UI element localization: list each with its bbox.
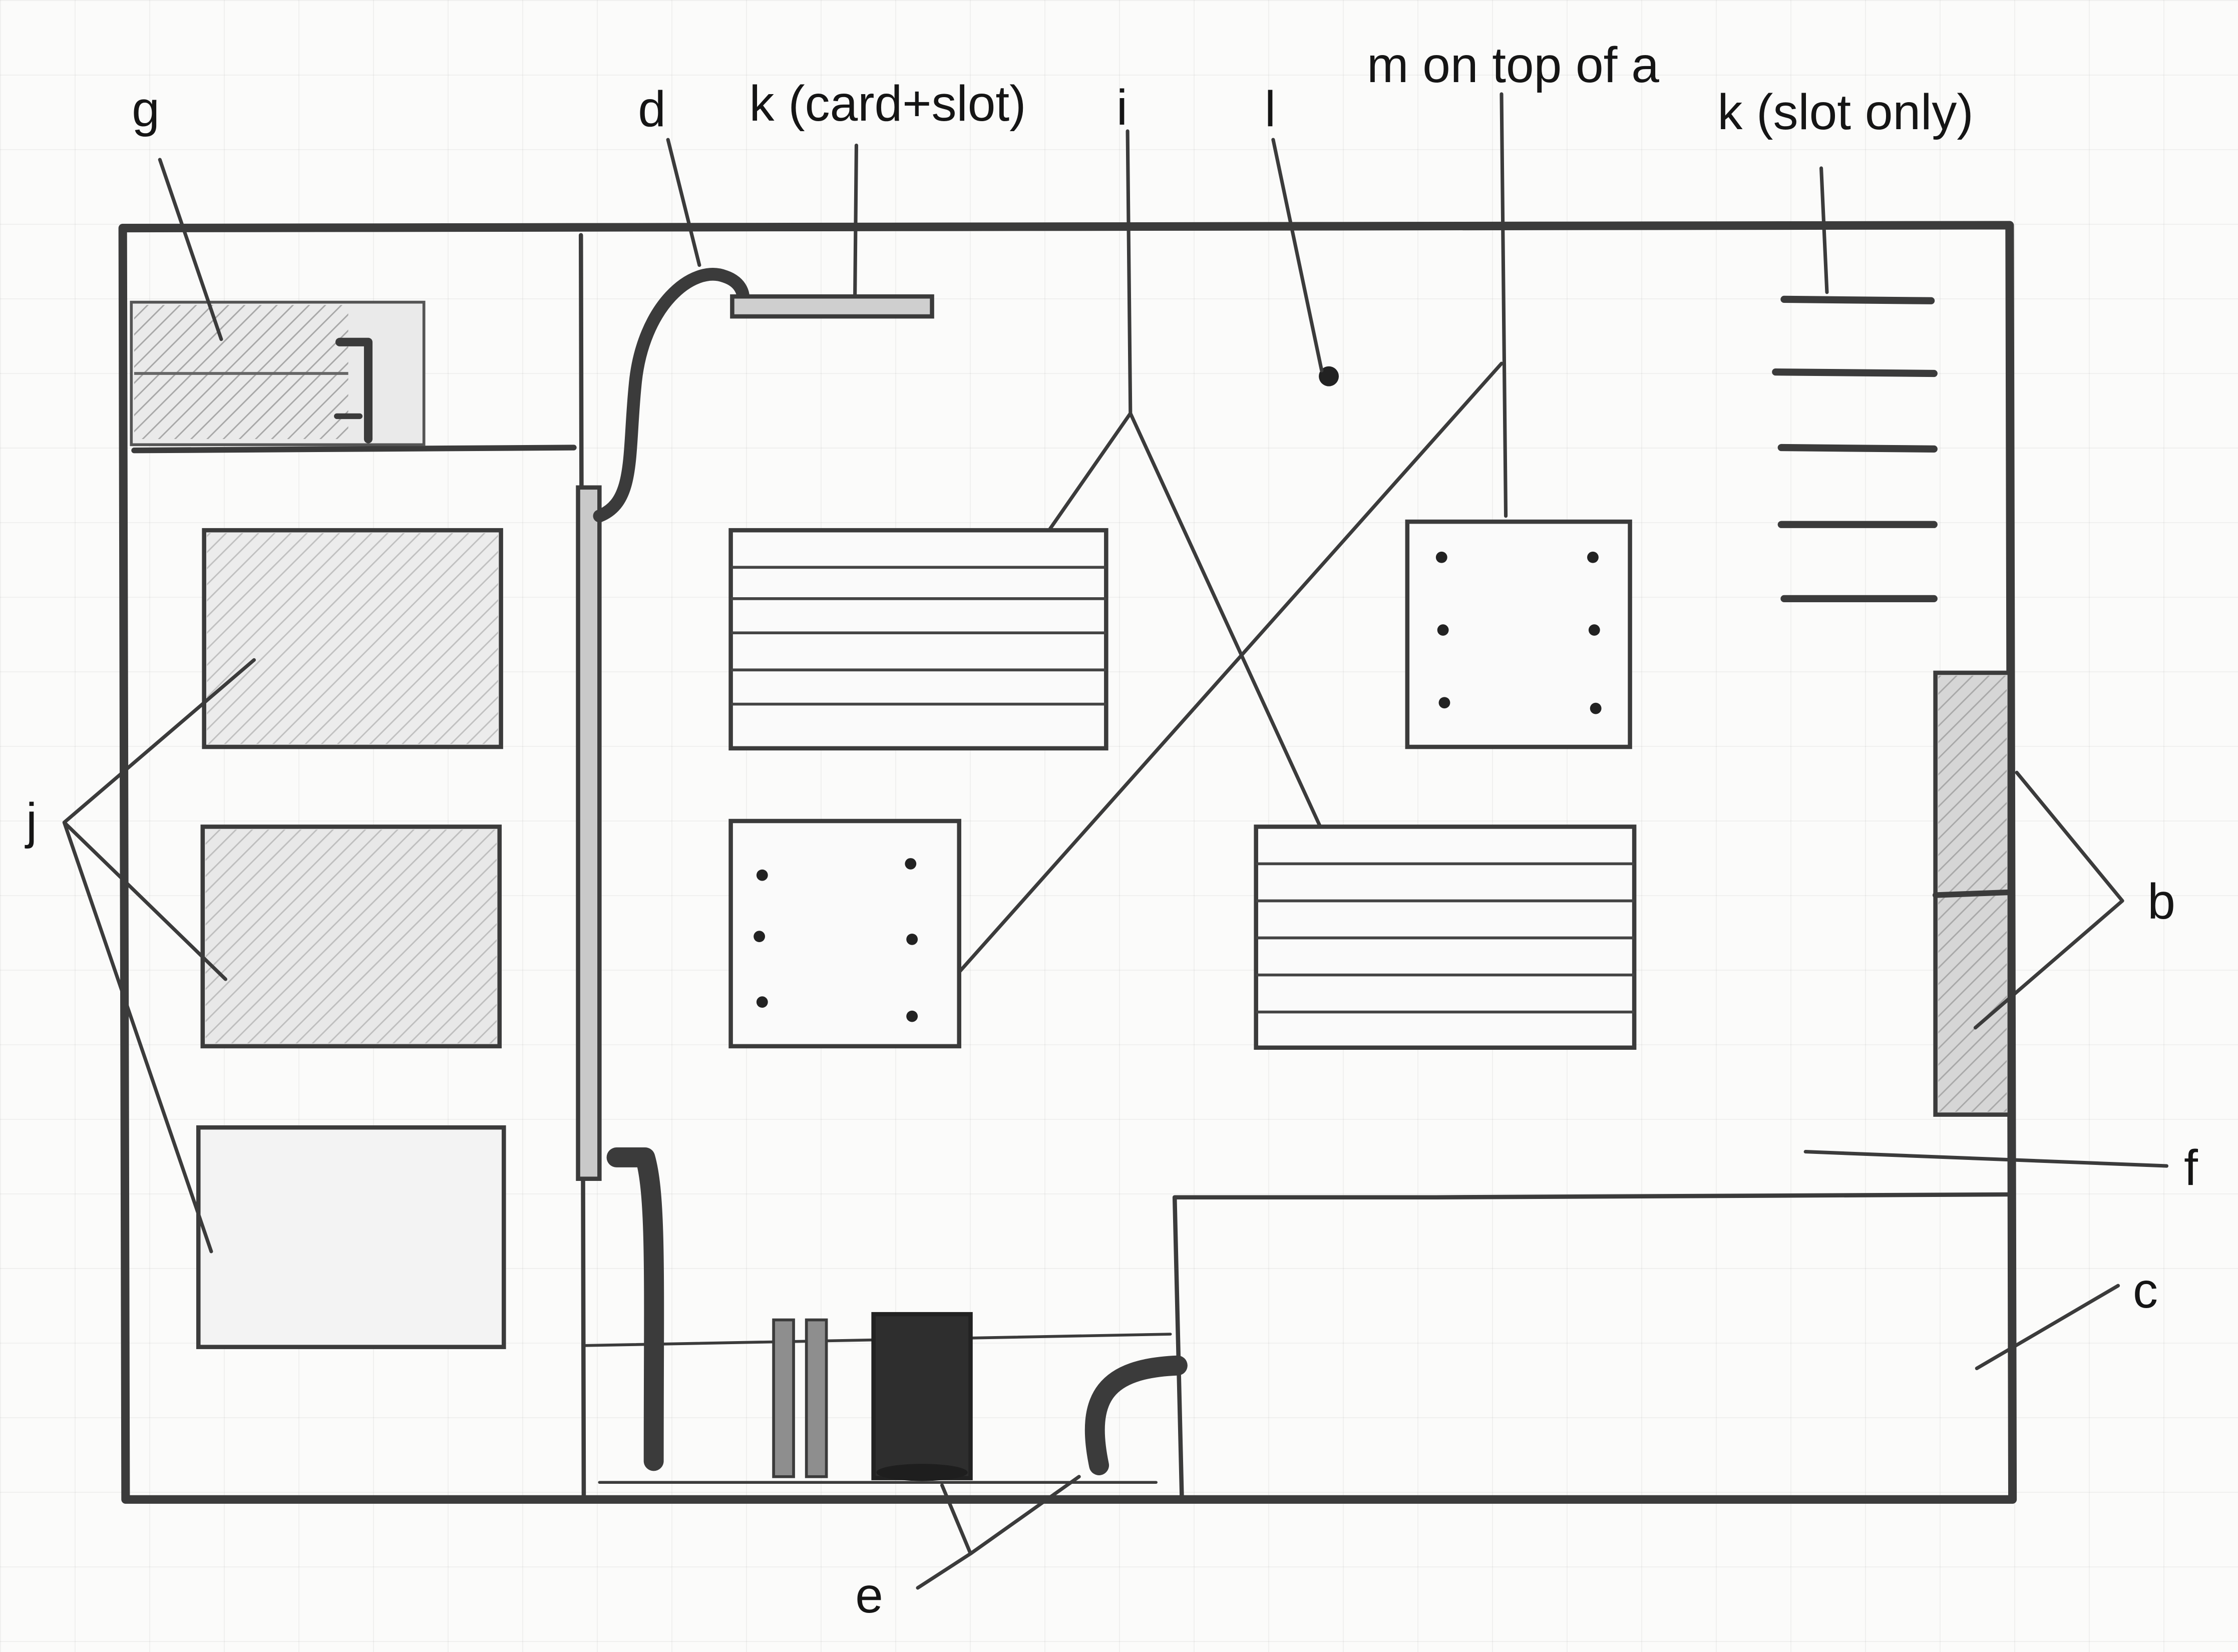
label-j: j [26,793,38,849]
component-i-1 [728,528,1108,751]
label-l: l [1264,81,1276,137]
component-b [1932,670,2013,1117]
component-j-3 [196,1125,506,1349]
component-j-1 [202,528,503,749]
vertical-rail [576,485,602,1181]
label-m: m on top of a [1367,37,1659,93]
label-c: c [2133,1263,2158,1319]
label-g: g [132,81,160,137]
label-k-card-slot: k (card+slot) [749,76,1026,132]
board-outline [118,221,2017,1504]
component-m-1 [1405,519,1632,749]
label-d: d [638,81,666,137]
component-j-2 [200,824,502,1049]
card-slot-k [730,294,934,319]
label-b: b [2147,874,2175,930]
component-e [772,1312,973,1481]
label-f: f [2184,1140,2198,1196]
component-i-2 [1254,824,1637,1050]
label-k-slot-only: k (slot only) [1717,84,1974,140]
region-c [1172,1192,2012,1499]
label-e: e [855,1567,883,1623]
cable-d [593,268,750,523]
cable-lower-left [606,1147,664,1471]
left-shelf-line [131,445,577,454]
label-i: i [1116,80,1128,136]
component-m-2 [728,818,961,1049]
leader-lines [62,92,2169,1590]
point-l [1319,366,1339,386]
slots-k [1772,295,1938,602]
component-g [130,300,426,447]
cable-lower-right [1084,1355,1188,1475]
